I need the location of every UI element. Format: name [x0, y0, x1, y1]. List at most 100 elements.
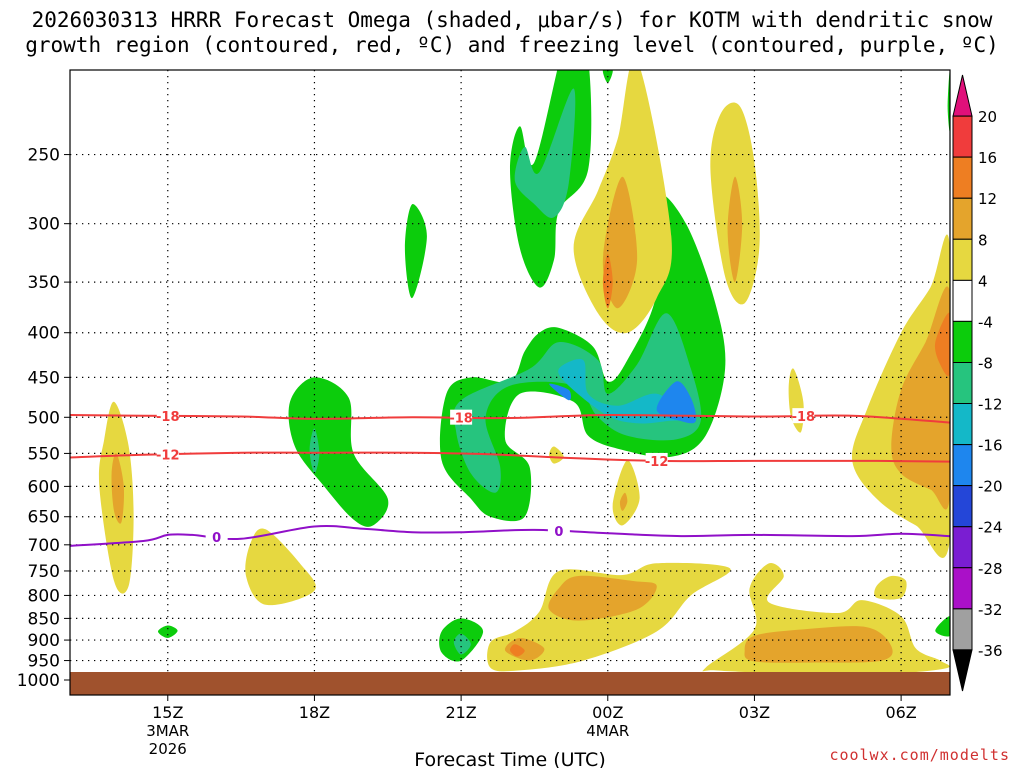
x-tick-label-06Z: 06Z	[885, 703, 916, 722]
x-tick-label-03Z: 03Z	[739, 703, 770, 722]
colorbar-label-12: -32	[978, 601, 1003, 619]
colorbar-label-3: 8	[978, 231, 988, 249]
omega-region-5	[309, 428, 320, 474]
omega-region-33	[934, 312, 950, 377]
dgz-top-contour-label-2: -18	[792, 410, 816, 425]
x-tick-date-15Z: 3MAR	[146, 722, 189, 740]
omega-region-8	[404, 204, 427, 299]
x-tick-label-21Z: 21Z	[445, 703, 476, 722]
omega-region-18	[612, 460, 640, 526]
y-tick-label-400: 400	[28, 324, 60, 344]
omega-region-19	[619, 492, 628, 511]
y-tick-label-250: 250	[28, 146, 60, 166]
colorbar-bin-2	[952, 156, 973, 199]
omega-region-7	[514, 88, 576, 218]
freezing-level-contour-label-1: 0	[554, 525, 563, 540]
omega-region-14	[549, 446, 564, 464]
colorbar-bin-0	[952, 74, 973, 117]
colorbar-label-10: -24	[978, 519, 1003, 537]
freezing-level-contour-label-bg-0	[205, 528, 228, 544]
colorbar-label-4: 4	[978, 272, 988, 290]
y-tick-label-600: 600	[28, 477, 60, 497]
y-tick-label-750: 750	[28, 562, 60, 582]
omega-region-12	[549, 383, 572, 401]
omega-region-3	[158, 625, 178, 639]
colorbar-label-2: 12	[978, 190, 997, 208]
colorbar-bin-14	[952, 649, 973, 692]
colorbar-bin-12	[952, 567, 973, 610]
colorbar-bin-6	[952, 320, 973, 363]
dgz-top-contour-label-bg-2	[792, 408, 815, 424]
y-tick-label-950: 950	[28, 652, 60, 672]
x-axis-title: Forecast Time (UTC)	[414, 749, 605, 768]
colorbar-bin-4	[952, 238, 973, 281]
omega-region-28	[509, 644, 525, 657]
omega-region-1	[111, 453, 125, 524]
y-tick-label-650: 650	[28, 508, 60, 528]
colorbar: 20 16 12 8 4 -4 -8 -12 -16 -20 -24 -28 -32 -36	[952, 74, 1003, 692]
y-tick-label-450: 450	[28, 368, 60, 388]
omega-region-26	[548, 575, 657, 621]
dgz-bottom-contour-label-0: -12	[156, 448, 180, 463]
colorbar-bin-3	[952, 197, 973, 240]
omega-region-11	[558, 359, 687, 424]
y-tick-label-550: 550	[28, 444, 60, 464]
dgz-bottom-contour-label-1: -12	[645, 455, 669, 470]
dgz-top-contour	[70, 413, 950, 424]
y-tick-label-800: 800	[28, 586, 60, 606]
chart-title-line-1: 2026030313 HRRR Forecast Omega (shaded, …	[31, 8, 993, 32]
dgz-top-contour-label-bg-0	[156, 407, 179, 423]
credit-text: coolwx.com/modelts	[829, 746, 1010, 764]
dgz-bottom-contour-label-bg-0	[156, 446, 179, 462]
omega-region-24	[453, 633, 471, 655]
x-tick-date-00Z: 4MAR	[586, 722, 629, 740]
x-tick-label-15Z: 15Z	[152, 703, 183, 722]
dgz-top-contour-label-1: -18	[449, 412, 473, 427]
colorbar-label-8: -16	[978, 437, 1003, 455]
dgz-top-contour-label-0: -18	[156, 410, 180, 425]
colorbar-bin-8	[952, 403, 973, 446]
colorbar-label-7: -12	[978, 396, 1003, 414]
omega-region-13	[656, 381, 697, 424]
omega-region-21	[727, 176, 743, 283]
y-tick-label-350: 350	[28, 273, 60, 293]
colorbar-bin-13	[952, 608, 973, 651]
y-tick-label-1000: 1000	[17, 671, 60, 691]
omega-region-25	[487, 562, 731, 672]
colorbar-label-11: -28	[978, 560, 1003, 578]
y-tick-label-900: 900	[28, 631, 60, 651]
freezing-level-contour-label-bg-1	[547, 523, 570, 539]
colorbar-label-6: -8	[978, 354, 993, 372]
omega-region-36	[935, 616, 950, 637]
omega-region-30	[744, 626, 893, 663]
ground-surface	[70, 672, 950, 695]
dgz-top-contour-label-bg-1	[450, 409, 473, 425]
plot-frame	[69, 69, 951, 696]
y-tick-label-700: 700	[28, 536, 60, 556]
colorbar-bin-10	[952, 485, 973, 528]
colorbar-label-9: -20	[978, 478, 1003, 496]
colorbar-bin-1	[952, 115, 973, 158]
colorbar-label-5: -4	[978, 313, 993, 331]
dgz-bottom-contour	[70, 451, 950, 463]
dgz-bottom-contour-label-bg-1	[645, 452, 668, 468]
colorbar-bin-9	[952, 444, 973, 487]
colorbar-label-0: 20	[978, 108, 997, 126]
x-tick-label-18Z: 18Z	[299, 703, 330, 722]
freezing-level-contour-label-0: 0	[212, 531, 221, 546]
omega-region-2	[245, 528, 316, 606]
chart-title-line-2: growth region (contoured, red, ºC) and f…	[25, 33, 999, 57]
colorbar-bin-5	[952, 279, 973, 322]
x-tick-label-00Z: 00Z	[592, 703, 623, 722]
y-tick-label-850: 850	[28, 609, 60, 629]
y-tick-label-500: 500	[28, 408, 60, 428]
omega-region-34	[874, 575, 907, 600]
colorbar-label-1: 16	[978, 149, 997, 167]
x-tick-year-15Z: 2026	[149, 740, 187, 758]
colorbar-bin-7	[952, 361, 973, 405]
colorbar-label-13: -36	[978, 642, 1003, 660]
y-tick-label-300: 300	[28, 215, 60, 235]
freezing-level-contour	[70, 525, 950, 547]
colorbar-bin-11	[952, 526, 973, 569]
